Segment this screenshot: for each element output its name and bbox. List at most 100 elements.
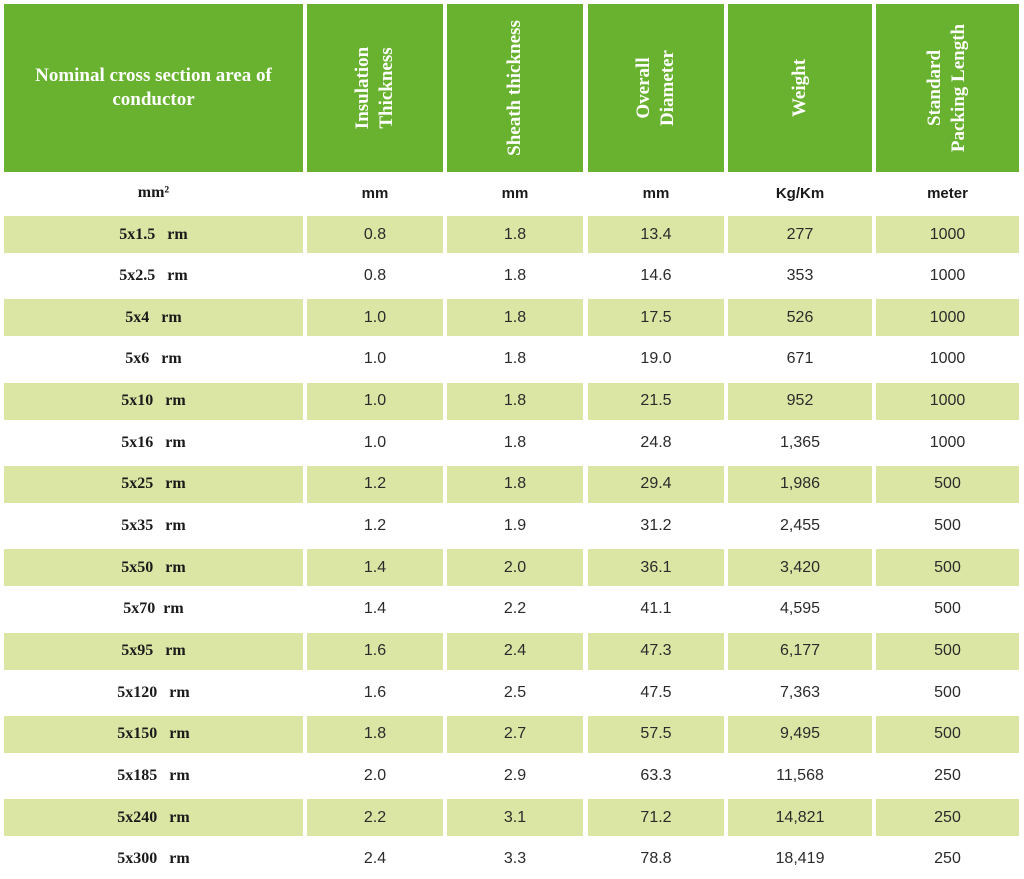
cell-weight: 6,177 [728, 632, 872, 670]
table-row: 5x4 rm 1.0 1.8 17.5 526 1000 [0, 299, 1024, 337]
table-row: 5x95 rm 1.6 2.4 47.3 6,177 500 [0, 632, 1024, 670]
cell-packing-length: 500 [934, 517, 961, 535]
cell-diameter: 41.1 [640, 600, 672, 618]
cell-insulation: 1.6 [307, 632, 443, 670]
cell-sheath: 2.5 [503, 683, 527, 701]
cell-cross-section: 5x25 rm [4, 465, 303, 503]
table-row: 5x16 rm 1.0 1.8 24.8 1,365 1000 [0, 424, 1024, 461]
cell-packing-length: 1000 [929, 350, 966, 368]
table-row: 5x6 rm 1.0 1.8 19.0 671 1000 [0, 341, 1024, 378]
cell-weight: 353 [786, 267, 814, 285]
cell-insulation: 2.4 [363, 850, 387, 868]
cell-packing-length: 500 [876, 549, 1019, 587]
cell-diameter: 47.3 [588, 632, 724, 670]
cell-diameter: 36.1 [588, 549, 724, 587]
cell-diameter: 78.8 [640, 850, 672, 868]
header-line: Weight [789, 58, 810, 118]
cell-weight: 671 [786, 350, 814, 368]
cell-cross-section: 5x2.5 rm [119, 267, 188, 285]
header-packing-length-label: Standard Packing Length [924, 24, 972, 152]
cell-diameter: 47.5 [640, 683, 672, 701]
cell-sheath: 1.9 [503, 517, 527, 535]
cell-cross-section: 5x1.5 rm [4, 216, 303, 253]
unit-cross-section: mm² [137, 184, 170, 201]
header-line: Diameter [657, 50, 678, 126]
cell-sheath: 2.4 [447, 632, 583, 670]
cell-sheath: 2.0 [447, 549, 583, 587]
header-line: Packing Length [948, 23, 970, 153]
cell-sheath: 1.8 [503, 350, 527, 368]
cell-insulation: 1.6 [363, 683, 387, 701]
header-line: Sheath thickness [503, 20, 525, 156]
cell-insulation: 1.0 [363, 350, 387, 368]
unit-sheath: mm [501, 184, 529, 202]
cell-sheath: 1.8 [447, 216, 583, 253]
cell-cross-section: 5x95 rm [4, 632, 303, 670]
cell-cross-section: 5x240 rm [4, 799, 303, 837]
cell-packing-length: 1000 [929, 267, 966, 285]
cell-weight: 11,568 [776, 766, 824, 784]
cell-cross-section: 5x50 rm [4, 549, 303, 587]
cell-insulation: 1.2 [307, 465, 443, 503]
unit-insulation: mm [361, 184, 389, 202]
header-weight: Weight [728, 4, 872, 172]
cell-packing-length: 1000 [876, 299, 1019, 337]
cell-packing-length: 250 [934, 766, 961, 784]
cell-insulation: 2.0 [363, 766, 387, 784]
header-overall-diameter-label: Overall Diameter [632, 50, 680, 126]
cell-insulation: 0.8 [307, 216, 443, 253]
table-row: 5x185 rm 2.0 2.9 63.3 11,568 250 [0, 757, 1024, 794]
header-line: Thickness [376, 47, 397, 129]
cell-diameter: 57.5 [588, 715, 724, 753]
cell-weight: 2,455 [779, 517, 821, 535]
cell-diameter: 71.2 [588, 799, 724, 837]
cell-packing-length: 500 [934, 683, 961, 701]
cell-insulation: 1.4 [307, 549, 443, 587]
cell-packing-length: 500 [876, 715, 1019, 753]
table-row: 5x70 rm 1.4 2.2 41.1 4,595 500 [0, 591, 1024, 628]
cell-insulation: 1.2 [363, 517, 387, 535]
cell-weight: 526 [728, 299, 872, 337]
cell-insulation: 1.0 [307, 382, 443, 420]
table-row: 5x120 rm 1.6 2.5 47.5 7,363 500 [0, 674, 1024, 711]
unit-packing-length: meter [927, 184, 968, 202]
table-row: 5x50 rm 1.4 2.0 36.1 3,420 500 [0, 549, 1024, 587]
cell-diameter: 31.2 [640, 517, 672, 535]
unit-diameter: mm [642, 184, 670, 202]
header-insulation-thickness: Insulation Thickness [307, 4, 443, 172]
cell-diameter: 63.3 [640, 766, 672, 784]
cell-insulation: 1.8 [307, 715, 443, 753]
cell-cross-section: 5x70 rm [123, 600, 184, 618]
cell-cross-section: 5x35 rm [121, 517, 186, 535]
cell-weight: 3,420 [728, 549, 872, 587]
cell-sheath: 1.8 [447, 465, 583, 503]
cell-weight: 1,986 [728, 465, 872, 503]
cell-sheath: 3.1 [447, 799, 583, 837]
table-row: 5x1.5 rm 0.8 1.8 13.4 277 1000 [0, 216, 1024, 253]
cell-diameter: 13.4 [588, 216, 724, 253]
table-row: 5x2.5 rm 0.8 1.8 14.6 353 1000 [0, 258, 1024, 295]
cell-insulation: 1.0 [307, 299, 443, 337]
table-row: 5x35 rm 1.2 1.9 31.2 2,455 500 [0, 508, 1024, 545]
cell-sheath: 3.3 [503, 850, 527, 868]
header-insulation-thickness-label: Insulation Thickness [351, 47, 399, 129]
cell-cross-section: 5x185 rm [117, 766, 190, 784]
cell-insulation: 0.8 [363, 267, 387, 285]
cell-packing-length: 500 [876, 465, 1019, 503]
cell-sheath: 1.8 [503, 433, 527, 451]
cell-weight: 7,363 [779, 683, 821, 701]
header-cross-section: Nominal cross section area of conductor [4, 4, 303, 172]
cell-cross-section: 5x16 rm [121, 433, 186, 451]
header-packing-length: Standard Packing Length [876, 4, 1019, 172]
cell-weight: 4,595 [779, 600, 821, 618]
cell-packing-length: 250 [934, 850, 961, 868]
cell-sheath: 1.8 [447, 299, 583, 337]
cell-packing-length: 500 [876, 632, 1019, 670]
cell-cross-section: 5x4 rm [4, 299, 303, 337]
cell-weight: 14,821 [728, 799, 872, 837]
unit-weight: Kg/Km [775, 184, 825, 202]
cell-weight: 1,365 [779, 433, 821, 451]
header-weight-label: Weight [788, 59, 812, 117]
cell-packing-length: 500 [934, 600, 961, 618]
